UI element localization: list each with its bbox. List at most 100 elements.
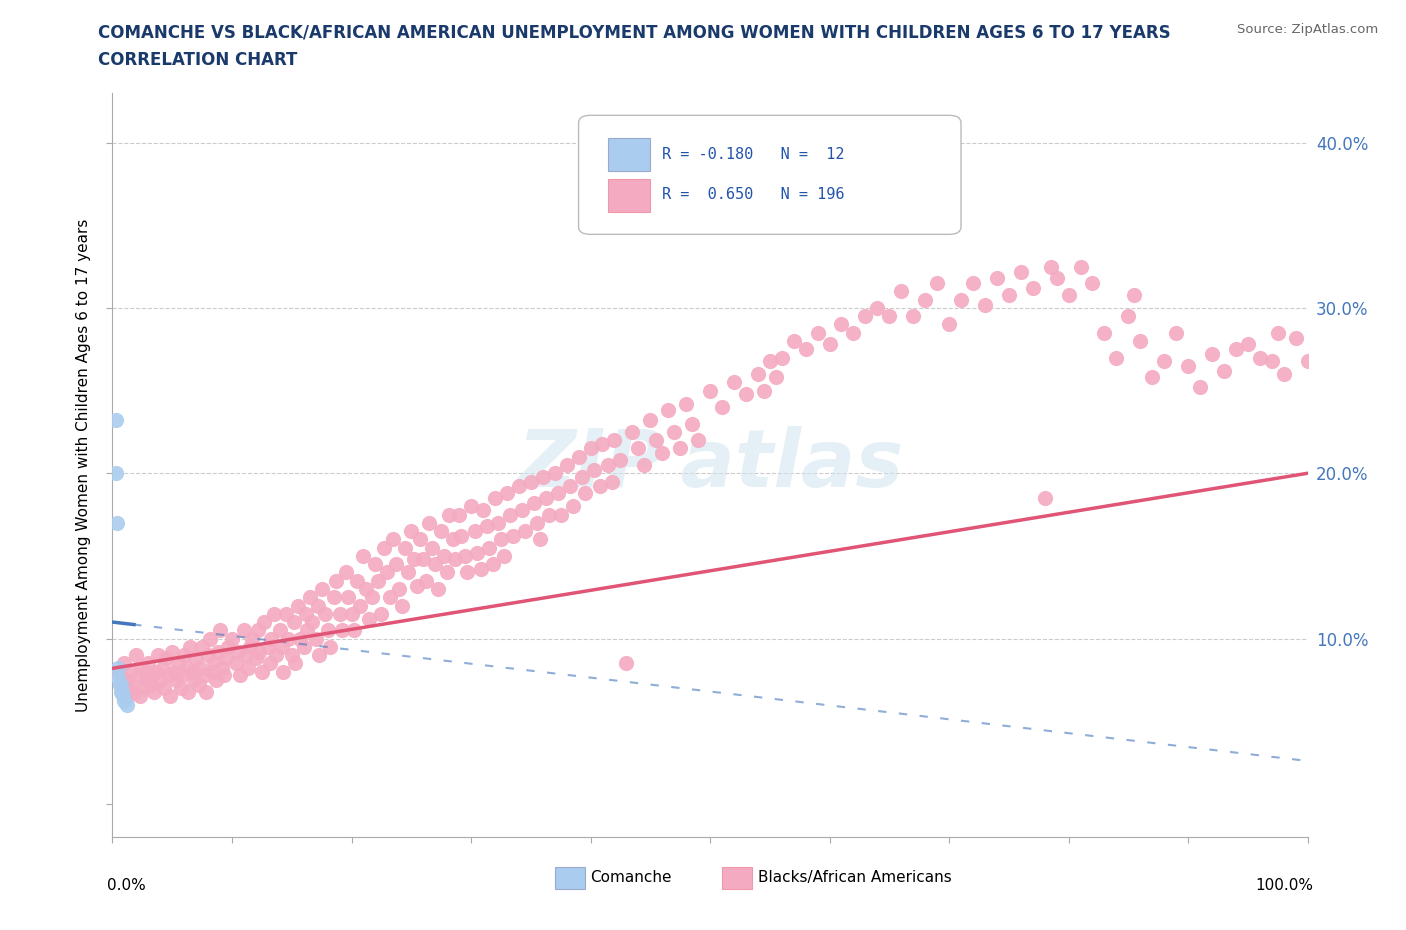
- Point: [1118, 309, 1140, 324]
- Point: [494, 549, 516, 564]
- Point: [645, 432, 668, 447]
- Point: [579, 441, 602, 456]
- Point: [314, 606, 336, 621]
- Point: [986, 271, 1008, 286]
- Point: [105, 515, 128, 530]
- Point: [319, 640, 342, 655]
- Point: [1081, 275, 1104, 290]
- Point: [640, 413, 662, 428]
- Point: [807, 326, 830, 340]
- Point: [217, 640, 239, 655]
- Point: [1057, 287, 1080, 302]
- Point: [329, 606, 352, 621]
- Point: [561, 498, 583, 513]
- FancyBboxPatch shape: [579, 115, 962, 234]
- Point: [536, 491, 558, 506]
- Point: [205, 672, 228, 687]
- Text: COMANCHE VS BLACK/AFRICAN AMERICAN UNEMPLOYMENT AMONG WOMEN WITH CHILDREN AGES 6: COMANCHE VS BLACK/AFRICAN AMERICAN UNEMP…: [98, 23, 1171, 41]
- Point: [370, 606, 392, 621]
- Point: [475, 519, 498, 534]
- Point: [502, 528, 524, 543]
- Point: [890, 284, 912, 299]
- Point: [211, 661, 233, 676]
- Point: [651, 446, 673, 461]
- Point: [197, 647, 219, 662]
- Point: [589, 479, 612, 494]
- Point: [107, 661, 129, 676]
- Point: [600, 474, 623, 489]
- Point: [460, 498, 482, 513]
- Point: [962, 275, 984, 290]
- Point: [688, 432, 710, 447]
- Point: [1272, 366, 1295, 381]
- Point: [657, 403, 679, 418]
- Point: [603, 432, 626, 447]
- Text: 0.0%: 0.0%: [107, 878, 145, 893]
- Point: [470, 562, 492, 577]
- Point: [173, 647, 195, 662]
- Point: [818, 337, 841, 352]
- Text: CORRELATION CHART: CORRELATION CHART: [98, 51, 298, 69]
- Point: [284, 656, 307, 671]
- Point: [297, 623, 319, 638]
- Point: [229, 668, 252, 683]
- Point: [1142, 370, 1164, 385]
- Point: [866, 300, 889, 315]
- Point: [396, 565, 419, 580]
- Point: [240, 631, 263, 646]
- Point: [1153, 353, 1175, 368]
- Point: [364, 557, 387, 572]
- Point: [735, 387, 758, 402]
- Point: [1166, 326, 1188, 340]
- Point: [111, 677, 134, 692]
- Point: [135, 672, 157, 687]
- Point: [436, 565, 458, 580]
- Point: [165, 672, 187, 687]
- Point: [183, 672, 205, 687]
- Point: [609, 453, 631, 468]
- Point: [325, 573, 347, 588]
- Point: [115, 672, 138, 687]
- Point: [1237, 337, 1260, 352]
- Point: [520, 474, 543, 489]
- Text: R = -0.180   N =  12: R = -0.180 N = 12: [662, 147, 845, 162]
- Point: [249, 644, 271, 659]
- Point: [555, 458, 578, 472]
- Point: [508, 479, 530, 494]
- Point: [765, 370, 787, 385]
- Point: [401, 524, 423, 538]
- Point: [723, 375, 745, 390]
- Text: Comanche: Comanche: [591, 870, 672, 885]
- Point: [1261, 353, 1284, 368]
- Point: [616, 656, 638, 671]
- Point: [699, 383, 721, 398]
- Point: [114, 656, 135, 671]
- Point: [202, 656, 225, 671]
- Point: [129, 689, 152, 704]
- Point: [526, 515, 548, 530]
- Point: [513, 524, 536, 538]
- Point: [225, 656, 247, 671]
- Point: [274, 606, 297, 621]
- Point: [456, 565, 478, 580]
- Point: [176, 661, 198, 676]
- Point: [1039, 259, 1062, 274]
- Point: [1070, 259, 1092, 274]
- Point: [439, 507, 461, 522]
- Point: [311, 581, 333, 596]
- Point: [212, 668, 235, 683]
- Point: [512, 502, 534, 517]
- Point: [112, 689, 135, 704]
- Point: [200, 631, 222, 646]
- Point: [105, 466, 128, 481]
- Point: [107, 671, 129, 685]
- Text: ZIP atlas: ZIP atlas: [517, 426, 903, 504]
- Point: [1010, 264, 1032, 279]
- Point: [1046, 271, 1069, 286]
- Point: [794, 342, 817, 357]
- Point: [226, 644, 249, 659]
- Point: [201, 664, 224, 679]
- Point: [247, 623, 270, 638]
- Point: [574, 485, 596, 500]
- Point: [138, 656, 160, 671]
